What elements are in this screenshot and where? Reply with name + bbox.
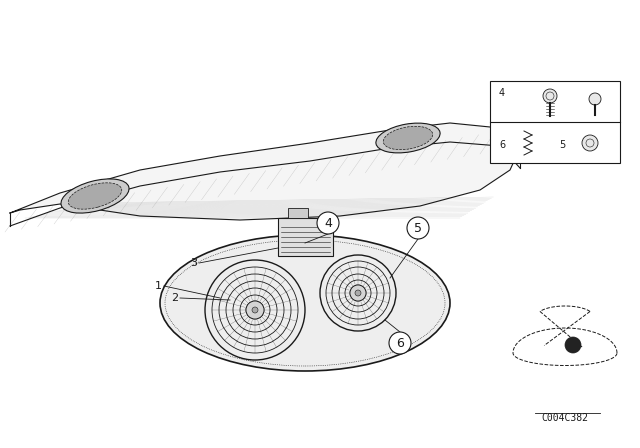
Text: C004C382: C004C382 [541, 413, 589, 423]
Circle shape [565, 337, 581, 353]
Text: 3: 3 [190, 258, 197, 268]
Text: 1: 1 [155, 281, 162, 291]
Circle shape [407, 217, 429, 239]
Circle shape [543, 89, 557, 103]
FancyBboxPatch shape [288, 208, 308, 218]
Circle shape [246, 301, 264, 319]
Ellipse shape [376, 123, 440, 153]
Text: 5: 5 [414, 221, 422, 234]
Ellipse shape [160, 235, 450, 371]
Text: 5: 5 [559, 140, 565, 150]
FancyBboxPatch shape [278, 218, 333, 256]
Ellipse shape [61, 179, 129, 213]
Bar [490, 81, 620, 163]
Circle shape [389, 332, 411, 354]
Circle shape [317, 212, 339, 234]
Circle shape [252, 307, 258, 313]
Text: 2: 2 [171, 293, 178, 303]
Ellipse shape [383, 126, 433, 150]
Circle shape [350, 285, 366, 301]
Circle shape [355, 290, 361, 296]
Circle shape [589, 93, 601, 105]
Polygon shape [10, 123, 520, 220]
Ellipse shape [68, 183, 122, 209]
Text: 4: 4 [499, 88, 505, 98]
Circle shape [582, 135, 598, 151]
Text: 6: 6 [499, 140, 505, 150]
Text: 4: 4 [324, 216, 332, 229]
Text: 6: 6 [396, 336, 404, 349]
